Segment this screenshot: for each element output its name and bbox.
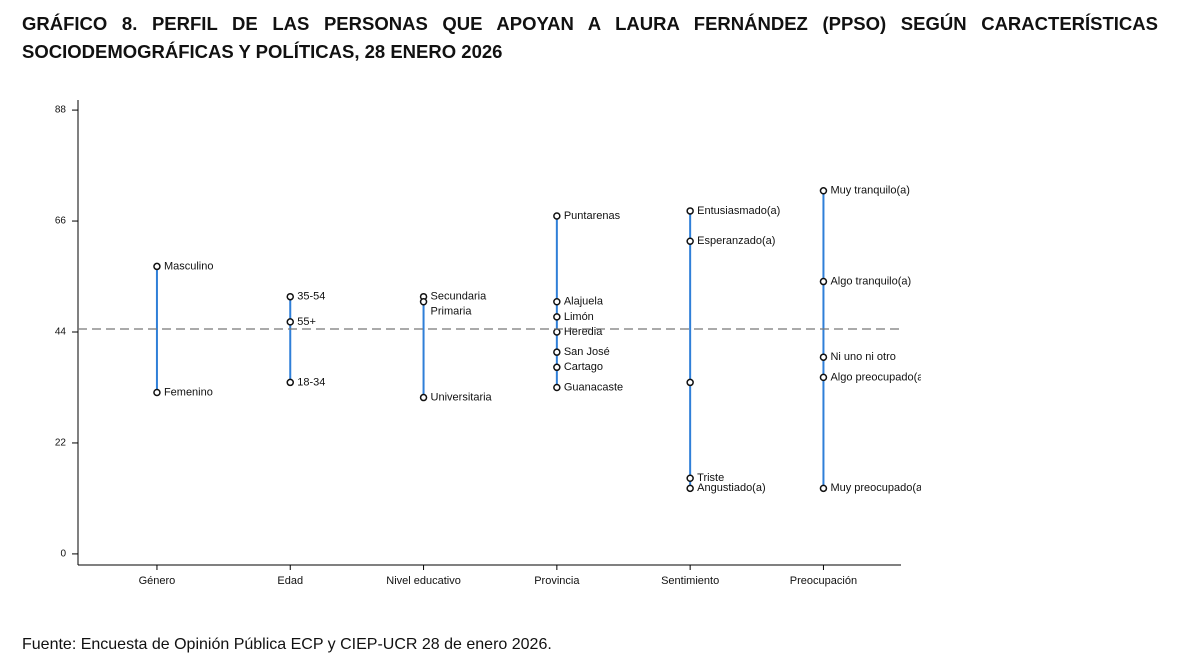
point-label: Muy preocupado(a [830, 482, 923, 494]
dot [819, 187, 828, 195]
x-tick-label: Género [139, 575, 176, 587]
point-label: Muy tranquilo(a) [830, 185, 909, 197]
dot [419, 297, 428, 306]
plot-area: Masculino Femenino 35-54 55+ 18-34 Secundaria… [153, 185, 924, 494]
dot [286, 318, 294, 326]
point-label: Alajuela [564, 296, 604, 308]
point-label: 55+ [297, 316, 316, 328]
y-tick-label: 88 [55, 105, 67, 116]
dot [153, 388, 161, 397]
point-label: Guanacaste [564, 381, 623, 393]
point-label: Universitaria [431, 391, 493, 403]
dot [153, 262, 161, 271]
dot [686, 237, 694, 245]
y-tick-label: 0 [60, 549, 66, 560]
dot [553, 212, 561, 220]
point-label: Cartago [564, 361, 603, 373]
point-label: Algo tranquilo(a) [830, 275, 911, 287]
source-note: Fuente: Encuesta de Opinión Pública ECP … [22, 636, 552, 653]
point-label: 18-34 [297, 376, 325, 388]
point-label: Femenino [164, 386, 213, 398]
point-label: Triste [697, 472, 724, 484]
dot [553, 328, 561, 336]
x-tick-label: Nivel educativo [386, 575, 461, 587]
dot [553, 363, 561, 372]
dot [286, 378, 294, 387]
dot [553, 313, 561, 321]
x-tick-label: Sentimiento [661, 575, 719, 587]
point-label: Primaria [431, 306, 473, 318]
point-label: Angustiado(a) [697, 482, 766, 494]
y-tick-label: 44 [55, 327, 67, 338]
chart: Masculino Femenino 35-54 55+ 18-34 Secundaria… [55, 100, 924, 587]
point-label: San José [564, 346, 610, 358]
dot [686, 207, 694, 215]
dot [286, 292, 294, 301]
point-label: Limón [564, 311, 594, 323]
point-label: Masculino [164, 260, 214, 272]
point-label: Ni uno ni otro [830, 351, 895, 363]
y-tick-label: 22 [55, 438, 67, 449]
point-label: Puntarenas [564, 210, 621, 222]
dot [819, 484, 828, 493]
point-label: Secundaria [431, 291, 488, 303]
dot [819, 373, 828, 382]
point-label: Esperanzado(a) [697, 235, 775, 247]
dot [686, 484, 694, 493]
point-label: 35-54 [297, 291, 325, 303]
y-tick-label: 66 [55, 216, 67, 227]
dot [419, 393, 428, 402]
point-label: Entusiasmado(a) [697, 205, 780, 217]
chart-title: GRÁFICO 8. PERFIL DE LAS PERSONAS QUE AP… [22, 13, 1158, 62]
dot [553, 383, 561, 392]
x-tick-label: Edad [277, 575, 303, 587]
dot [686, 378, 694, 387]
x-tick-label: Provincia [534, 575, 580, 587]
dot [553, 297, 561, 306]
dot [686, 474, 694, 483]
dot [553, 348, 561, 356]
x-tick-label: Preocupación [790, 575, 857, 587]
dot [819, 353, 828, 361]
point-label: Heredia [564, 326, 603, 338]
dot [819, 277, 828, 286]
point-label: Algo preocupado(a [830, 371, 924, 383]
